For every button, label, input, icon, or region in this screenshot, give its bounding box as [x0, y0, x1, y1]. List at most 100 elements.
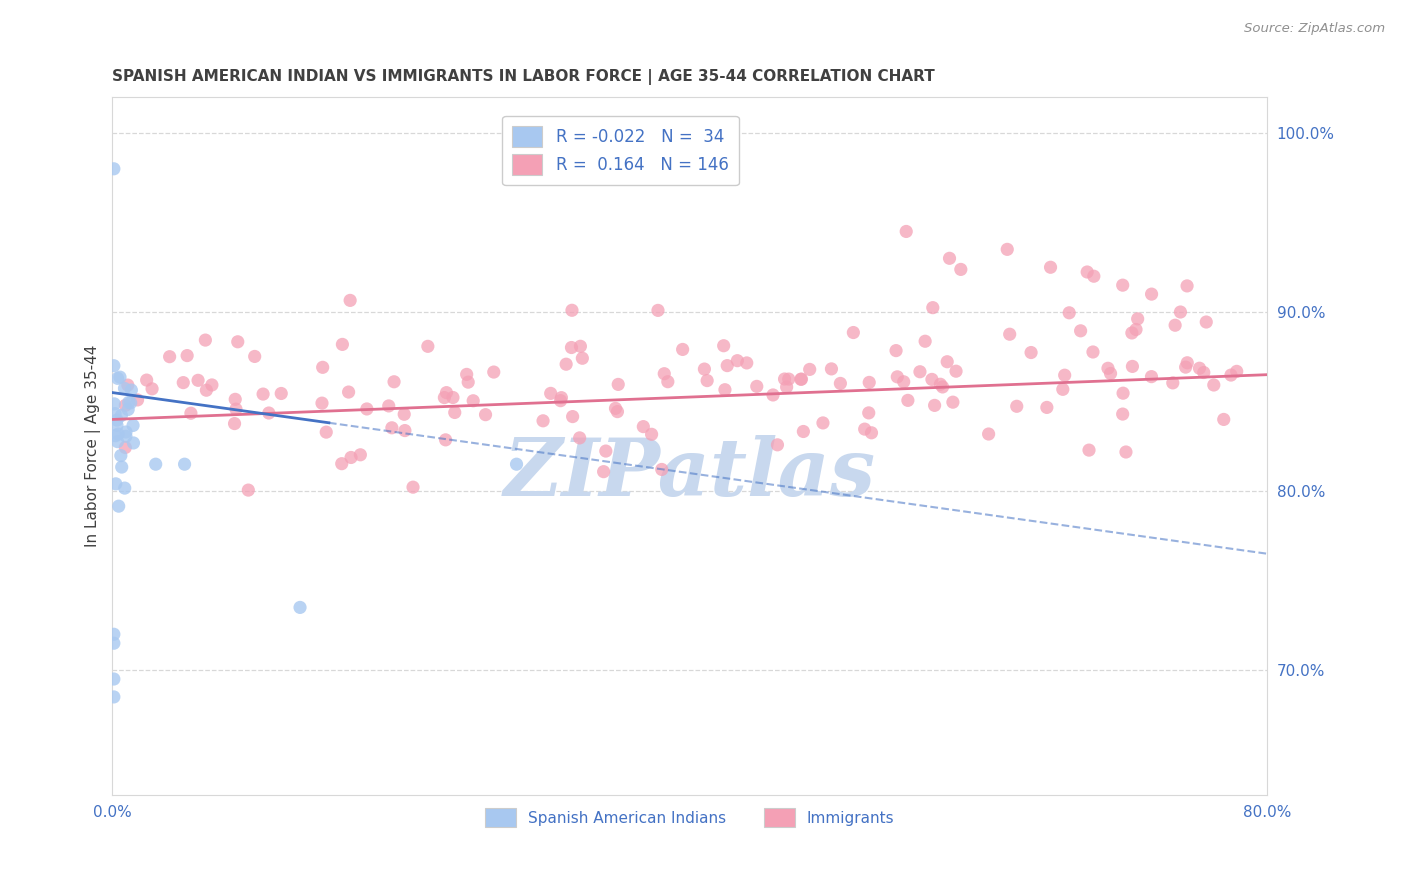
Point	[592, 465, 614, 479]
Point	[505, 457, 527, 471]
Point	[606, 404, 628, 418]
Point	[1083, 269, 1105, 284]
Point	[1052, 382, 1074, 396]
Point	[107, 427, 129, 442]
Point	[103, 627, 125, 641]
Point	[921, 301, 943, 315]
Point	[811, 416, 834, 430]
Point	[173, 457, 195, 471]
Point	[416, 339, 439, 353]
Point	[288, 600, 311, 615]
Point	[778, 372, 800, 386]
Point	[696, 374, 718, 388]
Point	[569, 339, 592, 353]
Point	[555, 357, 578, 371]
Point	[860, 425, 883, 440]
Point	[103, 636, 125, 650]
Y-axis label: In Labor Force | Age 35-44: In Labor Force | Age 35-44	[86, 345, 101, 548]
Point	[356, 401, 378, 416]
Point	[107, 371, 129, 385]
Point	[441, 391, 464, 405]
Point	[104, 407, 127, 421]
Point	[104, 428, 127, 442]
Point	[1036, 401, 1059, 415]
Point	[1019, 345, 1042, 359]
Point	[1005, 399, 1028, 413]
Point	[114, 398, 136, 412]
Point	[270, 386, 292, 401]
Point	[114, 441, 136, 455]
Point	[936, 355, 959, 369]
Point	[226, 334, 249, 349]
Point	[568, 431, 591, 445]
Point	[1175, 279, 1198, 293]
Point	[897, 393, 920, 408]
Point	[457, 375, 479, 389]
Point	[1081, 345, 1104, 359]
Point	[647, 303, 669, 318]
Point	[1076, 265, 1098, 279]
Point	[252, 387, 274, 401]
Point	[1112, 386, 1135, 401]
Point	[433, 391, 456, 405]
Point	[929, 377, 952, 392]
Point	[799, 362, 821, 376]
Point	[853, 422, 876, 436]
Point	[107, 499, 129, 513]
Point	[141, 382, 163, 396]
Point	[1039, 260, 1062, 275]
Point	[725, 353, 748, 368]
Point	[773, 372, 796, 386]
Point	[225, 402, 247, 417]
Point	[381, 421, 404, 435]
Point	[332, 337, 354, 351]
Point	[1170, 305, 1192, 319]
Point	[474, 408, 496, 422]
Point	[561, 303, 583, 318]
Point	[745, 379, 768, 393]
Point	[713, 339, 735, 353]
Point	[392, 407, 415, 421]
Point	[1226, 364, 1249, 378]
Point	[105, 413, 128, 427]
Point	[1070, 324, 1092, 338]
Point	[1164, 318, 1187, 333]
Point	[315, 425, 337, 439]
Point	[762, 388, 785, 402]
Point	[312, 360, 335, 375]
Point	[340, 450, 363, 465]
Point	[117, 395, 139, 409]
Point	[1112, 278, 1135, 293]
Point	[938, 252, 960, 266]
Point	[330, 457, 353, 471]
Point	[377, 399, 399, 413]
Point	[531, 414, 554, 428]
Point	[908, 365, 931, 379]
Point	[1115, 445, 1137, 459]
Point	[172, 376, 194, 390]
Point	[224, 392, 246, 407]
Legend: Spanish American Indians, Immigrants: Spanish American Indians, Immigrants	[479, 802, 901, 833]
Point	[103, 672, 125, 686]
Point	[595, 444, 617, 458]
Point	[1057, 306, 1080, 320]
Point	[103, 690, 125, 704]
Point	[893, 375, 915, 389]
Point	[145, 457, 167, 471]
Point	[540, 386, 562, 401]
Point	[735, 356, 758, 370]
Point	[443, 405, 465, 419]
Point	[775, 380, 797, 394]
Point	[921, 372, 943, 386]
Point	[337, 385, 360, 400]
Point	[436, 385, 458, 400]
Point	[114, 381, 136, 395]
Point	[1188, 361, 1211, 376]
Point	[117, 378, 139, 392]
Point	[402, 480, 425, 494]
Point	[1121, 326, 1143, 340]
Point	[1202, 378, 1225, 392]
Point	[1212, 412, 1234, 426]
Point	[1175, 356, 1198, 370]
Point	[195, 383, 218, 397]
